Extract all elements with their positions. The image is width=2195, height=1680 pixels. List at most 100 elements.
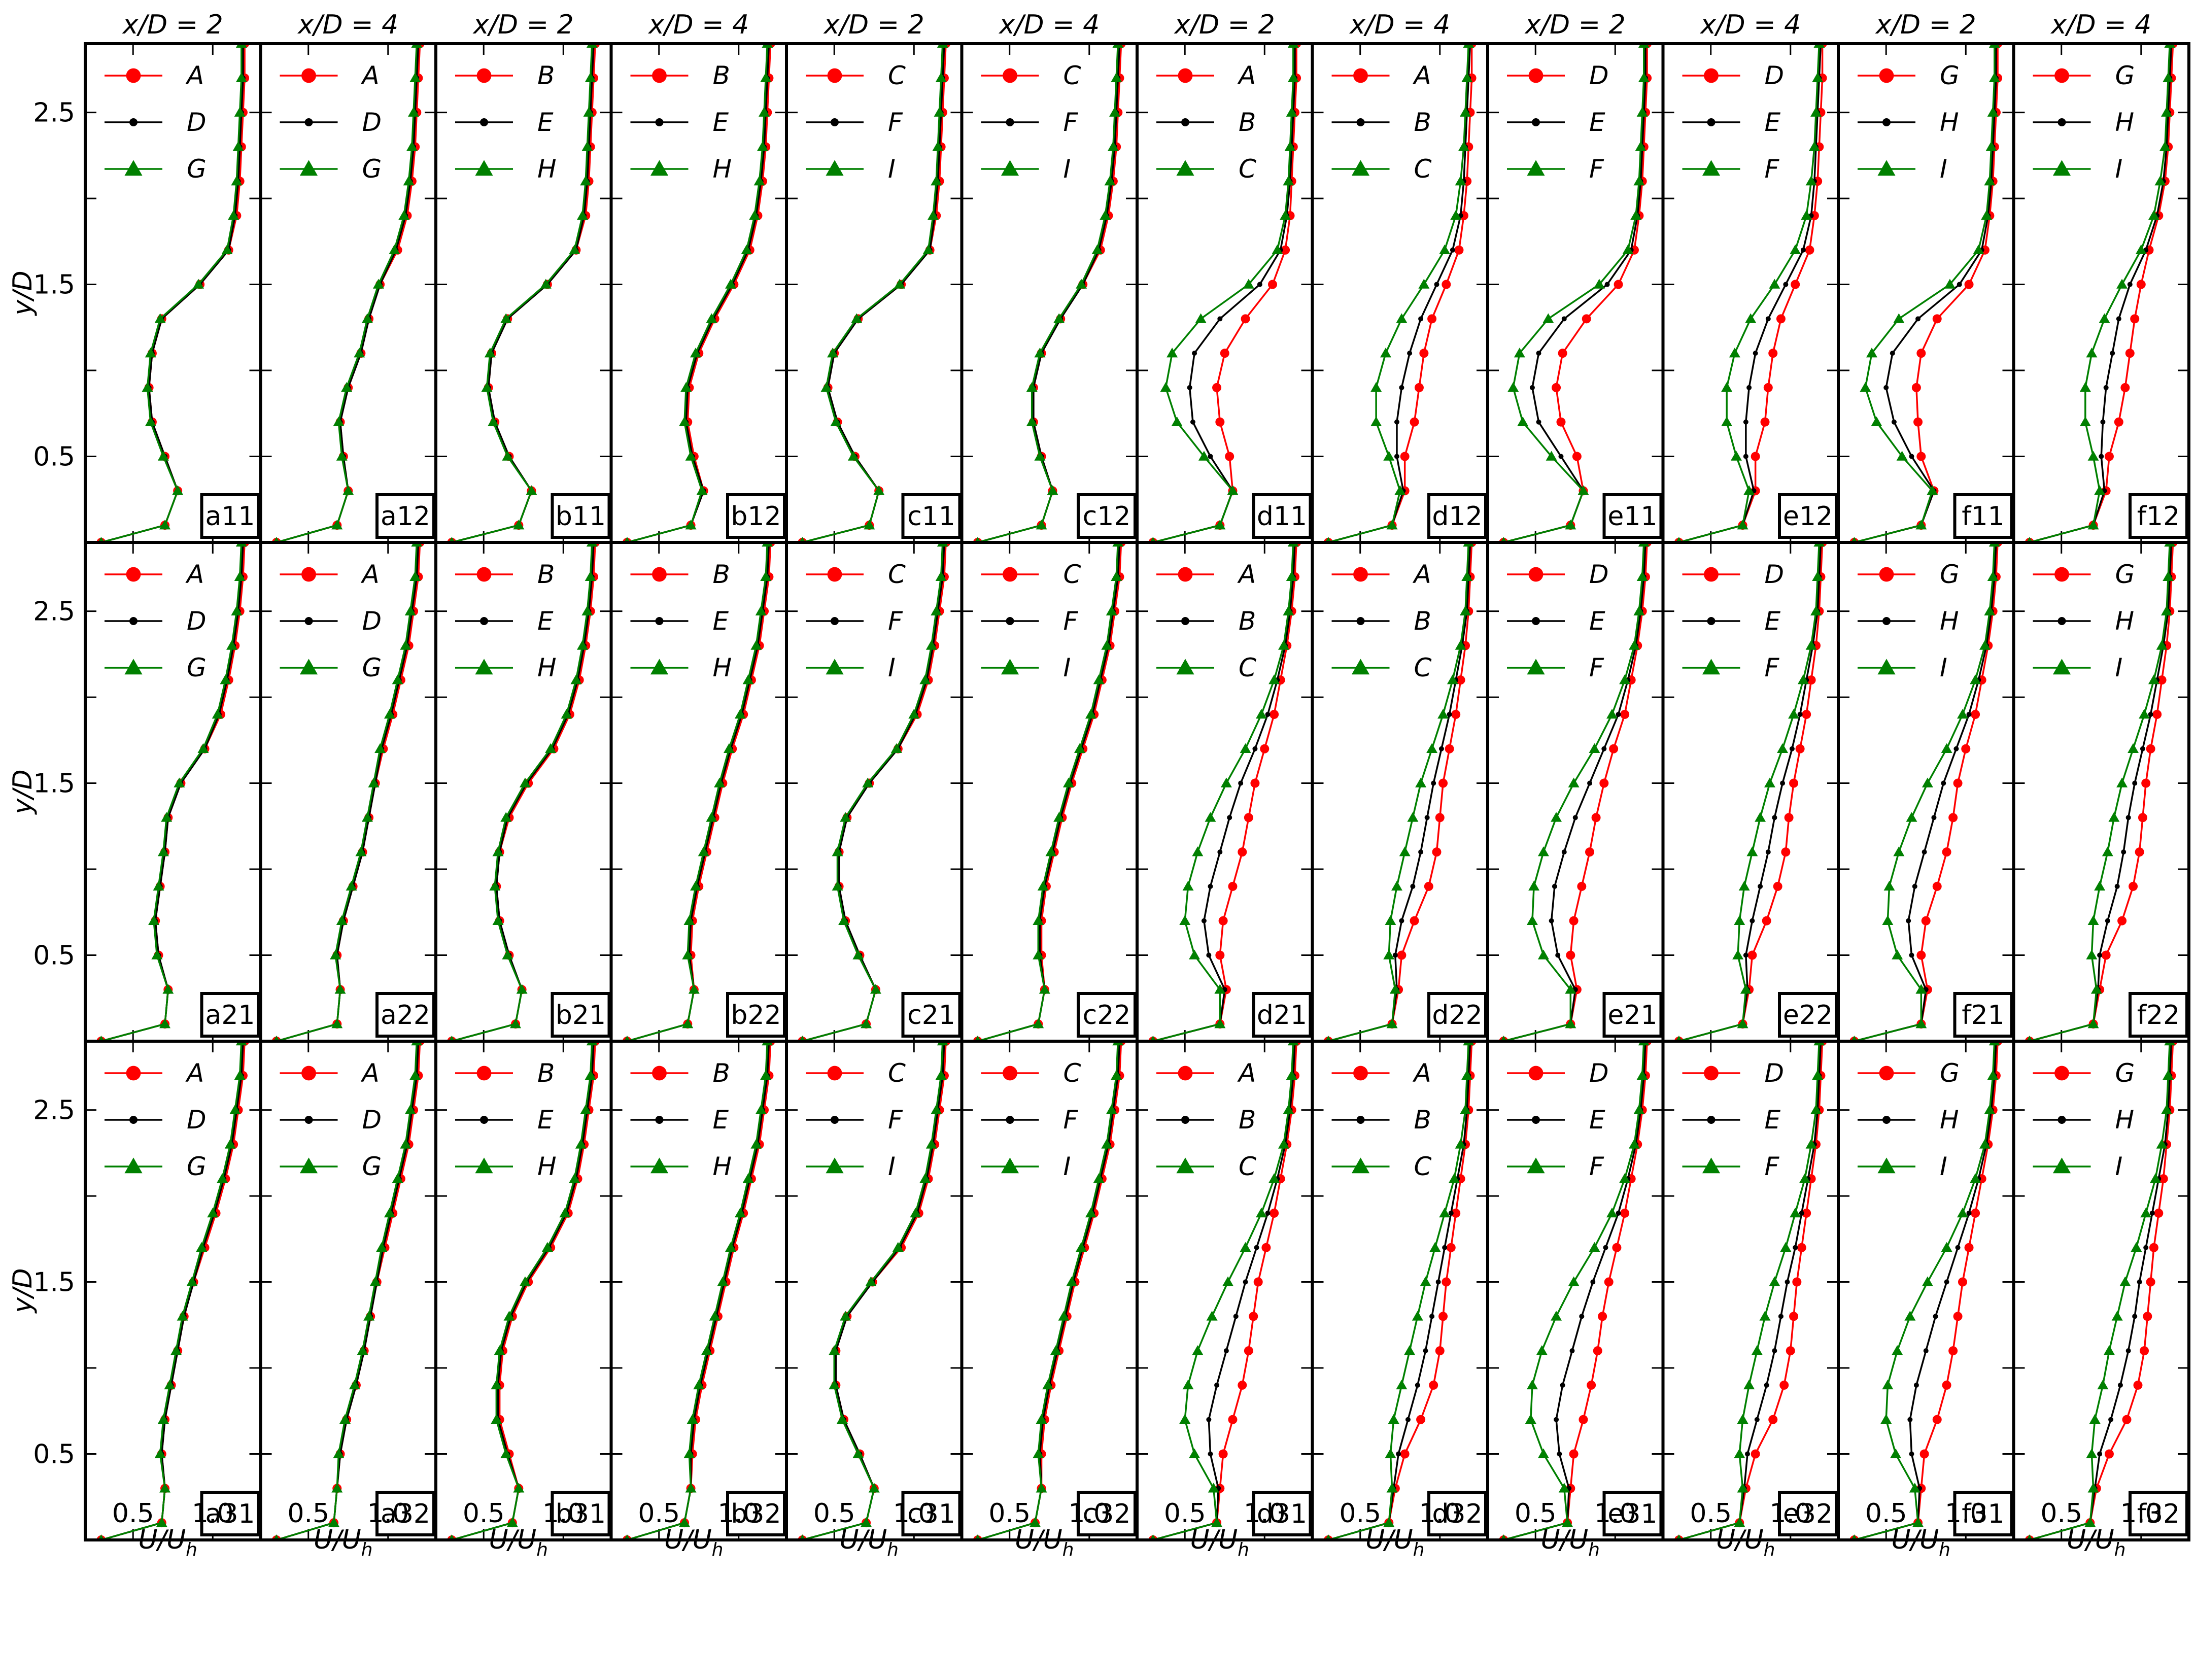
legend-label: A — [1237, 1058, 1256, 1088]
legend-label: F — [888, 606, 903, 636]
panel-label-box — [1427, 992, 1487, 1038]
data-point — [1619, 1173, 1631, 1183]
series-line-I — [802, 542, 944, 1041]
data-point — [1636, 571, 1648, 581]
panel-label-box — [726, 493, 786, 539]
data-point — [1036, 520, 1047, 530]
data-point — [177, 1311, 188, 1321]
legend-label: B — [1414, 108, 1431, 137]
data-point — [333, 1448, 345, 1458]
data-point — [820, 382, 832, 392]
data-point — [2116, 316, 2121, 322]
data-point — [2101, 950, 2111, 960]
legend-marker — [1532, 617, 1540, 625]
data-point — [1552, 383, 1561, 392]
data-point — [1765, 316, 1771, 322]
data-point — [357, 1345, 368, 1355]
data-point — [1931, 815, 1937, 820]
data-point — [741, 244, 752, 255]
legend-marker — [124, 160, 143, 176]
data-point — [1066, 1276, 1078, 1286]
panel-frame — [1311, 42, 1489, 544]
legend-marker — [652, 567, 667, 582]
data-point — [398, 210, 410, 220]
legend-label: A — [361, 1058, 380, 1088]
legend-marker — [126, 567, 141, 582]
data-point — [1160, 382, 1172, 392]
data-point — [234, 1070, 246, 1080]
data-point — [1555, 952, 1561, 958]
legend-marker — [655, 617, 664, 625]
x-axis-label-main: U/U — [1365, 1525, 1413, 1555]
data-point — [1812, 571, 1824, 581]
data-point — [231, 605, 243, 615]
data-point — [1414, 383, 1424, 392]
legend-marker — [826, 659, 844, 675]
legend-label: C — [1239, 154, 1256, 184]
data-point — [336, 451, 348, 461]
data-point — [361, 812, 373, 822]
series-line-B — [1152, 44, 1296, 542]
data-point — [1913, 1382, 1919, 1388]
legend-label: C — [1414, 653, 1432, 682]
legend-label: I — [2115, 154, 2123, 184]
data-point — [1451, 1208, 1461, 1218]
data-point — [1447, 674, 1458, 684]
data-point — [1598, 1312, 1607, 1321]
data-point — [1912, 883, 1917, 889]
data-point — [2089, 1414, 2101, 1424]
legend-label: E — [1589, 108, 1605, 137]
data-point — [1966, 711, 1972, 717]
data-point — [682, 949, 694, 959]
data-point — [1760, 417, 1770, 427]
legend-label: C — [888, 560, 906, 589]
data-point — [1577, 881, 1587, 891]
series-line-H — [627, 1041, 769, 1540]
data-point — [1039, 984, 1050, 994]
data-point — [1053, 812, 1065, 822]
data-point — [1971, 709, 1980, 719]
data-point — [1750, 918, 1755, 923]
data-point — [1283, 176, 1294, 186]
data-point — [1392, 952, 1398, 958]
data-point — [1579, 1415, 1588, 1424]
data-point — [1418, 316, 1424, 322]
data-point — [2149, 1243, 2158, 1252]
data-point — [1958, 1277, 1967, 1287]
legend-label: H — [713, 1152, 732, 1181]
data-point — [1214, 1382, 1220, 1388]
data-point — [1916, 349, 1926, 358]
data-point — [1906, 812, 1917, 822]
data-point — [1212, 383, 1222, 392]
data-point — [1738, 880, 1750, 891]
legend-label: C — [1414, 1152, 1432, 1181]
data-point — [580, 1104, 592, 1114]
series-line-C — [977, 1041, 1122, 1540]
data-point — [1101, 1139, 1113, 1149]
series-group — [96, 44, 250, 542]
data-point — [1260, 744, 1270, 753]
data-point — [2143, 1245, 2149, 1250]
panel-frame — [2012, 42, 2190, 544]
series-group — [798, 44, 951, 542]
data-point — [760, 72, 772, 83]
panel-label-box — [200, 1491, 260, 1536]
data-point — [1272, 244, 1283, 255]
panel-label: a21 — [205, 1000, 255, 1031]
data-point — [1880, 1414, 1892, 1424]
series-line-B — [451, 44, 596, 542]
data-point — [1751, 1345, 1763, 1355]
legend-marker — [301, 68, 316, 83]
legend-marker — [1879, 68, 1894, 83]
legend-label: C — [1239, 653, 1256, 682]
legend-marker — [476, 68, 492, 83]
data-point — [1455, 640, 1466, 650]
x-tick-label: 1.0 — [893, 1498, 935, 1529]
data-point — [336, 915, 348, 925]
data-point — [2108, 1417, 2114, 1422]
data-point — [1217, 316, 1223, 322]
series-line-F — [977, 1041, 1121, 1540]
data-point — [1438, 746, 1444, 751]
data-point — [197, 743, 209, 753]
